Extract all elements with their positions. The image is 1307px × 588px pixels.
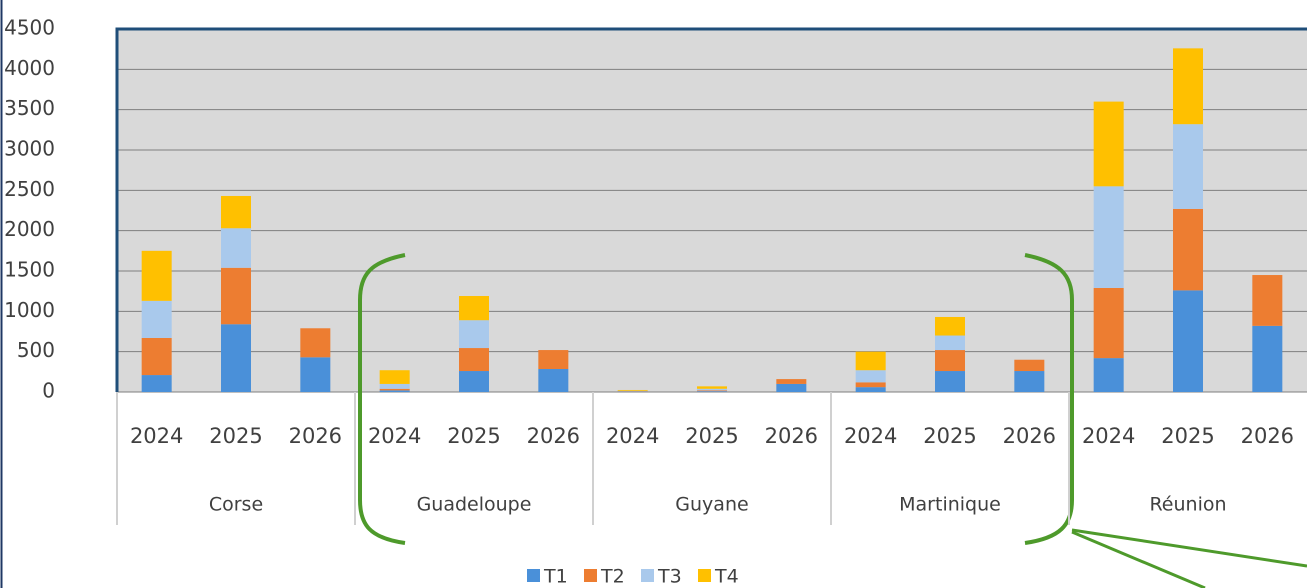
legend-swatch [641,569,654,582]
plot-area [117,29,1307,392]
y-tick-label: 500 [17,338,55,362]
bar-segment [221,195,251,229]
y-tick-label: 4000 [4,56,55,80]
x-tick-label: 2026 [1241,424,1294,448]
legend-label: T1 [543,566,568,588]
pointer-line [1071,530,1206,588]
plot-border [115,27,1307,392]
bar-segment [221,267,251,325]
bar-segment [1014,359,1045,372]
group-label: Martinique [899,494,1001,516]
bar-segment [1173,48,1203,125]
bar-segment [935,371,965,392]
y-tick-label: 3500 [4,96,55,120]
bar-segment [617,389,648,391]
y-tick-label: 3000 [4,137,55,161]
bar-segment [697,390,727,392]
bar-segment [1173,208,1203,291]
bar-segment [697,388,727,391]
bar-segment [1093,358,1124,392]
bar-segment [459,348,489,372]
bar-segment [459,296,489,321]
y-tick-label: 1500 [4,258,55,282]
bar-segment [855,387,886,392]
bar-segment [538,350,569,370]
bar-segment [221,228,251,268]
bar-segment [1093,101,1124,187]
bar-segment [141,337,172,376]
bar-segment [697,391,727,392]
legend-label: T3 [657,566,682,588]
x-tick-label: 2025 [1161,424,1214,448]
bar-segment [1093,287,1124,359]
bar-segment [935,350,965,372]
x-tick-label: 2025 [209,424,262,448]
y-tick-label: 2500 [4,177,55,201]
x-tick-label: 2025 [447,424,500,448]
bar-segment [141,250,172,301]
x-tick-label: 2026 [765,424,818,448]
bar-segment [141,375,172,392]
group-label: Corse [209,494,263,516]
x-tick-label: 2024 [606,424,659,448]
x-tick-label: 2024 [130,424,183,448]
group-label: Guyane [675,494,748,516]
left-bracket [358,253,406,545]
bar-segment [379,388,410,391]
legend-swatch [527,569,540,582]
bar-segment [300,357,331,392]
bar-segment [697,386,727,389]
y-tick-label: 2000 [4,217,55,241]
x-tick-label: 2026 [527,424,580,448]
bar-segment [776,383,807,392]
bar-segment [459,320,489,349]
bar-segment [538,369,569,392]
x-tick-label: 2024 [1082,424,1135,448]
bar-segment [855,382,886,388]
x-tick-label: 2026 [1003,424,1056,448]
y-tick-label: 4500 [4,16,55,40]
y-tick-label: 0 [42,379,55,403]
legend-swatch [698,569,711,582]
group-label: Réunion [1149,494,1226,516]
bar-segment [1014,371,1045,392]
bar-segment [459,371,489,392]
x-tick-label: 2025 [923,424,976,448]
bar-segment [776,379,807,384]
annotation [358,253,1307,588]
x-tick-label: 2025 [685,424,738,448]
bar-segment [221,324,251,392]
bar-segment [855,351,886,371]
legend-swatch [584,569,597,582]
bar-segment [935,316,965,336]
bar-segment [379,370,410,384]
pointer-line [1071,528,1307,568]
legend-label: T2 [600,566,625,588]
bar-segment [141,300,172,338]
bar-segment [935,335,965,351]
group-label: Guadeloupe [417,494,532,516]
bar-segment [1252,275,1283,326]
bar-segment [300,328,331,358]
x-tick-label: 2026 [289,424,342,448]
legend-label: T4 [714,566,739,588]
x-tick-label: 2024 [844,424,897,448]
bar-segment [855,370,886,383]
bar-segment [379,390,410,392]
bar-segment [1093,186,1124,288]
bar-segment [1173,290,1203,392]
bar-segment [379,383,410,389]
y-tick-label: 1000 [4,298,55,322]
bar-segment [1252,325,1283,392]
right-bracket [1024,253,1074,545]
x-tick-label: 2024 [368,424,421,448]
bar-segment [1173,124,1203,209]
